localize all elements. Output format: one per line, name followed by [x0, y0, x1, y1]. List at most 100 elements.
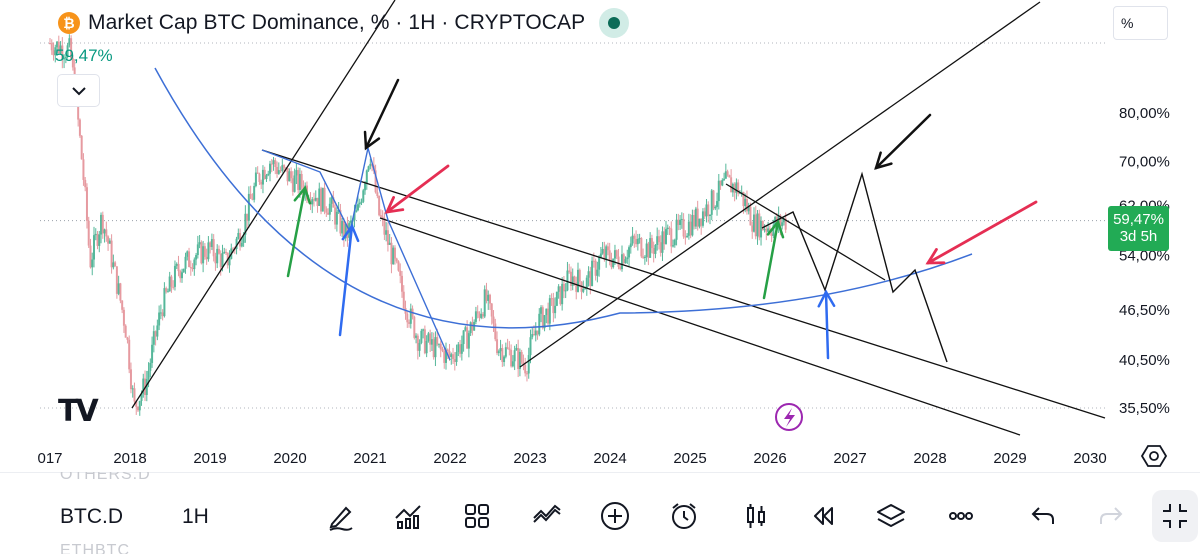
- candle-body: [263, 169, 266, 179]
- candle-body: [80, 135, 83, 160]
- candle-body: [260, 181, 263, 185]
- candle-body: [492, 316, 495, 324]
- candle-body: [397, 261, 400, 271]
- candle-body: [416, 335, 419, 351]
- candle-body: [698, 218, 701, 227]
- arrow-shaft: [286, 186, 307, 278]
- candle-body: [376, 192, 379, 196]
- candle-body: [177, 263, 180, 272]
- candle-body: [295, 170, 298, 176]
- price-chart[interactable]: 80,00%70,00%62,00%54,00%46,50%40,50%35,5…: [0, 0, 1200, 480]
- candle-body: [335, 211, 338, 225]
- draw-icon[interactable]: [320, 496, 360, 536]
- candle-body: [511, 361, 514, 367]
- candle-body: [242, 234, 245, 243]
- candle-body: [779, 215, 782, 227]
- candle-body: [91, 259, 94, 268]
- candle-body: [110, 240, 113, 268]
- compare-icon[interactable]: [527, 496, 567, 536]
- candle-body: [483, 289, 486, 317]
- candle-body: [717, 180, 720, 202]
- candle-body: [221, 253, 224, 268]
- candle-body: [587, 271, 590, 278]
- candle-body: [457, 344, 460, 352]
- candle-body: [624, 259, 627, 264]
- fullscreen-icon[interactable]: [1152, 490, 1198, 542]
- chart-title[interactable]: Market Cap BTC Dominance, % · 1H · CRYPT…: [88, 11, 586, 34]
- alert-icon[interactable]: [664, 496, 704, 536]
- candle-body: [182, 268, 185, 273]
- interval-button[interactable]: 1H: [182, 505, 209, 528]
- symbol-button[interactable]: BTC.D: [60, 505, 123, 528]
- candle-body: [281, 165, 284, 171]
- replay-icon[interactable]: [803, 496, 843, 536]
- candle-body: [158, 312, 161, 326]
- candle-body: [612, 258, 615, 268]
- candle-body: [70, 38, 73, 59]
- candle-body: [735, 182, 738, 193]
- arrow-head: [925, 248, 946, 265]
- add-icon[interactable]: [595, 496, 635, 536]
- candle-body: [50, 43, 53, 51]
- candle-body: [562, 283, 565, 292]
- candle-body: [124, 325, 127, 338]
- market-status-icon[interactable]: [599, 8, 630, 38]
- candle-body: [195, 255, 198, 260]
- candle-body: [518, 351, 521, 370]
- candle-body: [193, 259, 196, 270]
- layers-icon[interactable]: [871, 496, 911, 536]
- scale-mode-button[interactable]: %: [1113, 6, 1168, 40]
- candle-body: [765, 228, 768, 232]
- candle-body: [225, 251, 227, 253]
- candle-body: [112, 262, 115, 268]
- chart-type-icon[interactable]: [736, 496, 776, 536]
- candle-body: [149, 362, 152, 371]
- settings-icon[interactable]: [1141, 443, 1167, 469]
- candle-body: [510, 349, 513, 367]
- layout-icon[interactable]: [457, 496, 497, 536]
- candle-body: [413, 316, 416, 338]
- watchlist-next-symbol[interactable]: ETHBTC: [60, 542, 130, 554]
- candle-body: [291, 178, 294, 192]
- candle-body: [279, 170, 282, 172]
- candle-body: [459, 344, 462, 354]
- arrow-shaft: [338, 224, 354, 337]
- candle-body: [504, 347, 507, 357]
- candle-body: [318, 188, 321, 206]
- candle-body: [719, 180, 722, 186]
- candle-body: [98, 234, 101, 246]
- candle-body: [533, 334, 535, 336]
- candle-body: [677, 219, 680, 225]
- candle-body: [753, 214, 755, 232]
- candle-body: [168, 276, 171, 292]
- watchlist-prev-symbol[interactable]: OTHERS.D: [60, 472, 151, 483]
- undo-icon[interactable]: [1023, 496, 1063, 536]
- candle-body: [393, 247, 396, 259]
- candle-body: [214, 256, 217, 264]
- more-icon[interactable]: [941, 496, 981, 536]
- candle-body: [422, 329, 425, 331]
- indicators-icon[interactable]: [388, 496, 428, 536]
- redo-icon[interactable]: [1091, 496, 1131, 536]
- candle-body: [453, 359, 456, 362]
- candle-body: [441, 349, 444, 351]
- candle-body: [420, 330, 423, 343]
- candle-body: [679, 219, 682, 225]
- candle-body: [131, 388, 134, 390]
- candle-body: [272, 160, 275, 165]
- candle-body: [672, 245, 675, 247]
- candle-body: [552, 298, 555, 314]
- candle-body: [200, 242, 203, 264]
- candle-body: [300, 173, 303, 188]
- candle-body: [730, 177, 733, 193]
- arrow-head: [766, 219, 785, 239]
- chevron-down-icon[interactable]: [57, 74, 100, 107]
- candle-body: [709, 214, 711, 217]
- candle-body: [339, 210, 342, 234]
- x-tick-label: 2023: [513, 450, 546, 467]
- candle-body: [585, 277, 588, 289]
- black-arrow-2027: [874, 113, 932, 170]
- arrow-head: [874, 151, 893, 170]
- candle-body: [423, 329, 426, 354]
- candle-body: [276, 166, 279, 174]
